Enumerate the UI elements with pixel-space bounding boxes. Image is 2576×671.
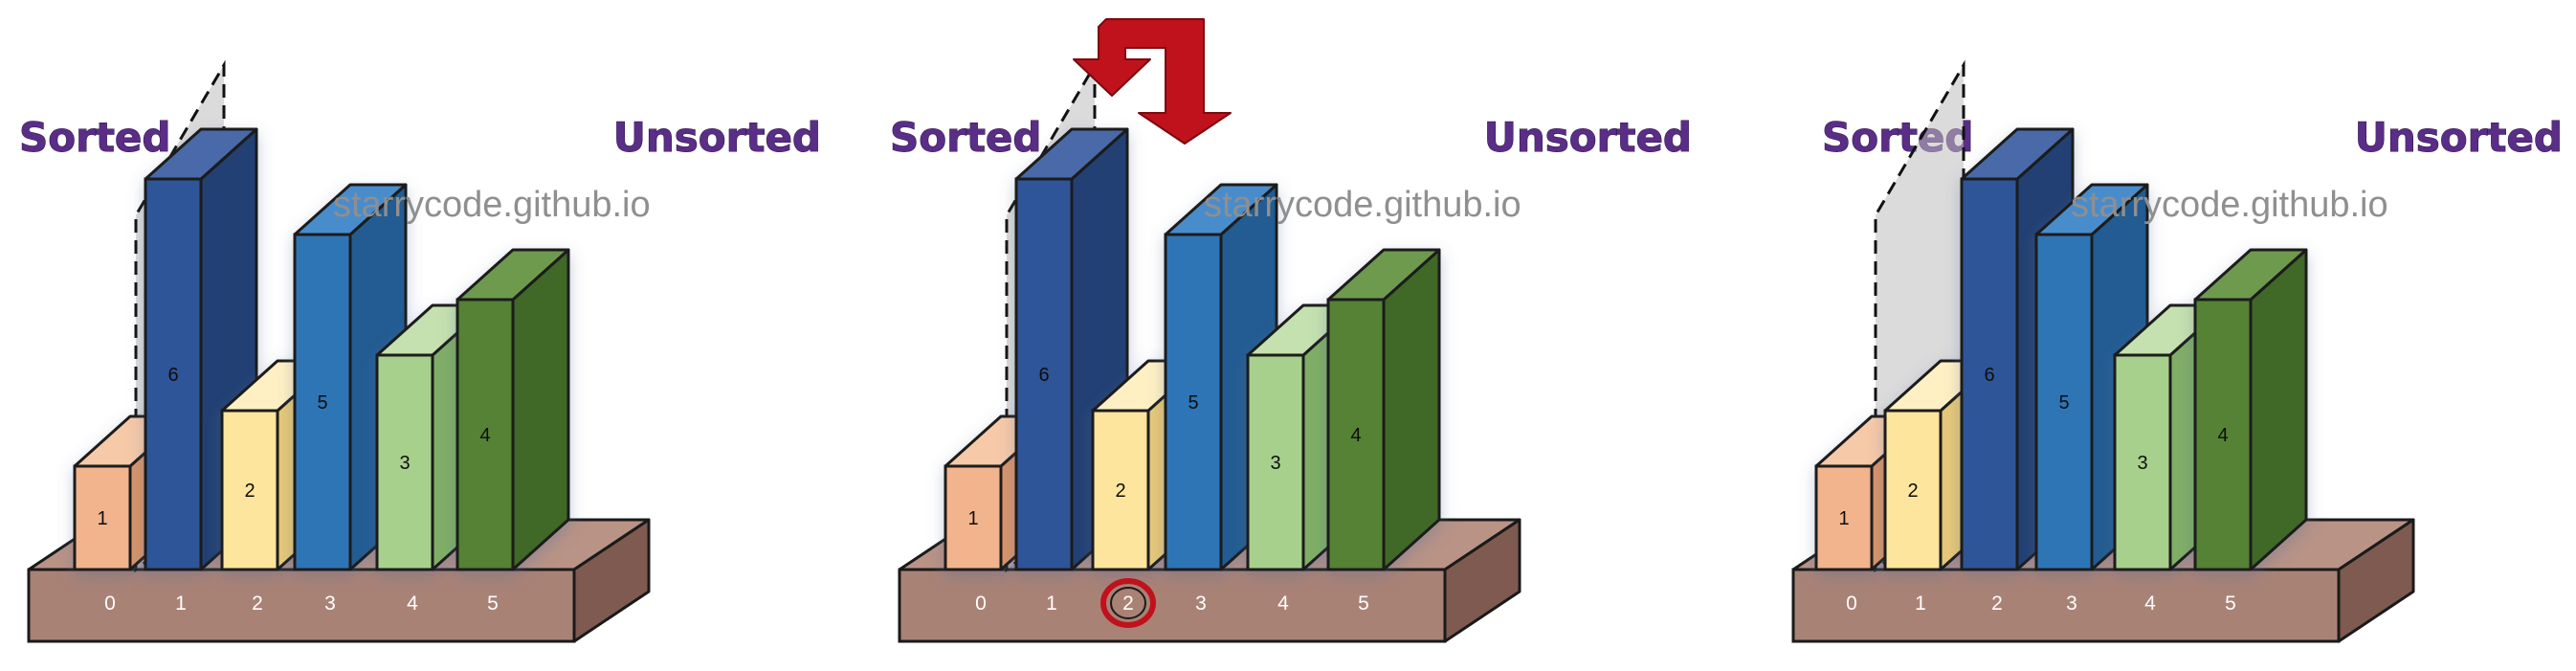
index-label: 5: [487, 593, 499, 615]
index-label: 0: [975, 593, 987, 615]
bar-value-label: 6: [1984, 365, 1994, 386]
unsorted-label: Unsorted: [613, 114, 821, 161]
panel-2: Sorted Unsorted 1 6 2 5 3 4 0 1 2 3 4 5 starrycode…: [890, 18, 1693, 643]
index-label: 5: [1358, 593, 1369, 615]
bar-5: 4: [455, 248, 570, 571]
bar-value-label: 1: [967, 508, 978, 529]
bar-value-label: 6: [1038, 365, 1049, 386]
watermark: starrycode.github.io: [1204, 185, 1521, 225]
index-label: 0: [1846, 593, 1857, 615]
index-label: 3: [1195, 593, 1207, 615]
index-labels: 0 1 2 3 4 5: [104, 593, 499, 615]
bar-value-label: 2: [1115, 481, 1125, 502]
bars: 1 2 6 5 3 4: [1814, 127, 2308, 571]
index-label: 2: [1991, 593, 2003, 615]
watermark: starrycode.github.io: [333, 185, 651, 225]
index-labels: 0 1 2 3 4 5: [1846, 593, 2236, 615]
bar-value-label: 3: [2137, 453, 2147, 474]
bars: 1 6 2 5 3 4: [944, 127, 1441, 571]
sorted-label: Sorted: [19, 114, 170, 161]
highlight-ring: [1100, 578, 1156, 628]
bar-value-label: 5: [2058, 392, 2069, 414]
bar-value-label: 4: [1350, 425, 1361, 446]
base-front: [898, 568, 1447, 643]
bar-value-label: 5: [1188, 392, 1198, 414]
bar-value-label: 1: [1838, 508, 1849, 529]
index-label: 3: [2066, 593, 2077, 615]
index-label: 2: [252, 593, 263, 615]
index-label: 1: [175, 593, 187, 615]
bar-value-label: 3: [399, 453, 410, 474]
unsorted-label: Unsorted: [1484, 114, 1692, 161]
bar-value-label: 2: [1907, 481, 1918, 502]
bar-value-label: 6: [167, 365, 178, 386]
index-label: 2: [1122, 593, 1134, 615]
index-label: 1: [1915, 593, 1926, 615]
bar-value-label: 3: [1270, 453, 1280, 474]
panel-1: Sorted Unsorted 1 6 2 5 3 4 0 1 2 3 4 5 starrycode…: [19, 59, 822, 643]
index-label: 4: [2144, 593, 2156, 615]
bar-1: 6: [144, 127, 258, 571]
unsorted-label: Unsorted: [2355, 114, 2563, 161]
sorted-label: Sorted: [890, 114, 1041, 161]
index-labels: 0 1 2 3 4 5: [975, 578, 1369, 628]
bars: 1 6 2 5 3 4: [73, 127, 570, 571]
index-label: 3: [324, 593, 336, 615]
index-label: 1: [1046, 593, 1057, 615]
bar-value-label: 4: [479, 425, 490, 446]
bar-value-label: 5: [317, 392, 327, 414]
bar-value-label: 2: [244, 481, 255, 502]
index-label: 4: [407, 593, 418, 615]
index-label: 4: [1277, 593, 1289, 615]
index-label: 5: [2225, 593, 2236, 615]
base-front: [1791, 568, 2341, 643]
bar-value-label: 1: [97, 508, 107, 529]
swap-arrow-shape: [1073, 18, 1232, 145]
swap-arrow-icon: [1073, 18, 1232, 145]
bar-value-label: 4: [2217, 425, 2228, 446]
base-front: [27, 568, 576, 643]
index-label: 0: [104, 593, 116, 615]
bar-4: 3: [2113, 303, 2228, 571]
bar-5: 4: [1326, 248, 1441, 571]
watermark: starrycode.github.io: [2071, 185, 2388, 225]
bar-5: 4: [2193, 248, 2308, 571]
